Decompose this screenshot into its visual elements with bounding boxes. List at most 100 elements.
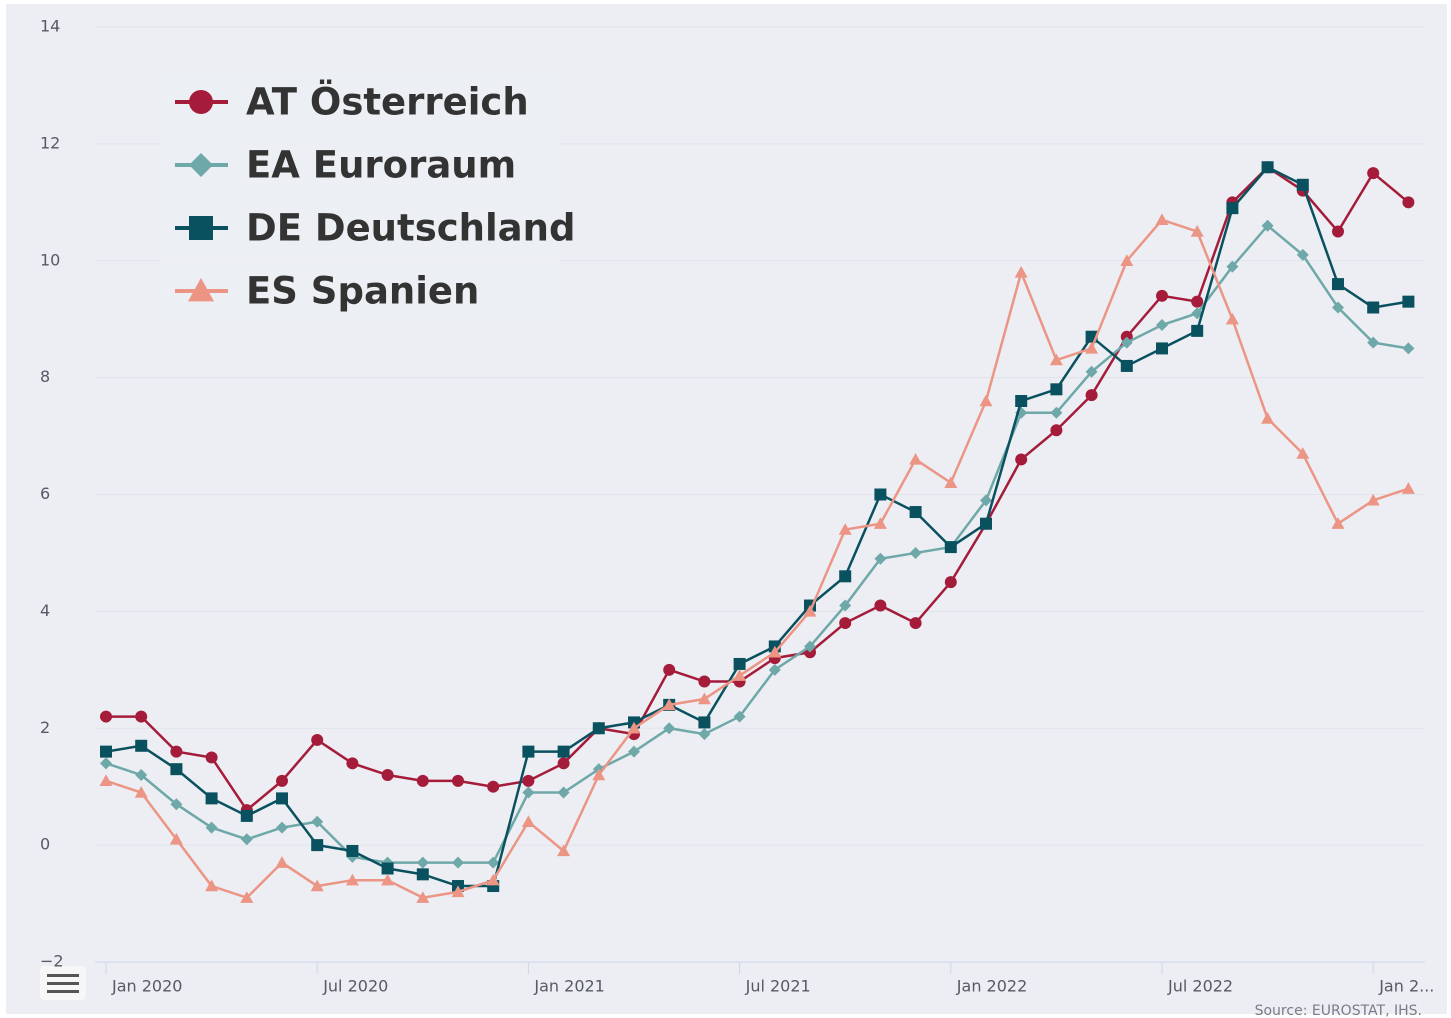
point — [592, 768, 606, 781]
point — [311, 733, 324, 746]
menu-bar — [47, 990, 79, 993]
point — [521, 815, 535, 827]
point — [1402, 295, 1415, 308]
y-tick-label: 4 — [40, 601, 50, 620]
point — [768, 663, 781, 676]
point — [1085, 341, 1099, 354]
legend-item[interactable]: EA Euroraum — [175, 144, 516, 187]
point — [240, 809, 253, 822]
point — [346, 844, 359, 857]
series — [100, 219, 1415, 869]
x-tick-label: Jan 2021 — [533, 977, 604, 996]
menu-bar — [47, 982, 79, 985]
point — [1261, 219, 1274, 232]
y-tick-label: 10 — [40, 250, 60, 269]
point — [1296, 447, 1310, 459]
point — [839, 599, 852, 612]
point — [311, 839, 324, 852]
point — [874, 552, 887, 565]
point — [1050, 406, 1063, 419]
point — [276, 792, 288, 805]
point — [416, 856, 429, 869]
point — [628, 745, 640, 758]
point — [1014, 265, 1028, 278]
legend-item[interactable]: DE Deutschland — [175, 207, 575, 250]
point — [275, 856, 289, 868]
point — [944, 541, 957, 554]
point — [698, 675, 711, 688]
point — [663, 722, 676, 735]
point — [240, 891, 254, 903]
point — [189, 90, 213, 114]
point — [1261, 412, 1275, 424]
point — [170, 763, 183, 776]
point — [557, 844, 571, 857]
point — [452, 856, 464, 869]
point — [698, 728, 711, 741]
point — [135, 739, 148, 752]
legend-item[interactable]: ES Spanien — [175, 270, 479, 313]
y-tick-label: −2 — [40, 952, 64, 971]
point — [557, 745, 570, 758]
point — [311, 815, 324, 828]
legend-label: DE Deutschland — [246, 207, 575, 250]
y-tick-label: 6 — [40, 484, 50, 503]
point — [240, 833, 253, 846]
x-tick-label: Jul 2022 — [1167, 977, 1233, 996]
series — [99, 213, 1415, 903]
legend-item[interactable]: AT Österreich — [175, 80, 529, 124]
point — [1049, 353, 1063, 366]
point — [592, 722, 605, 735]
point — [698, 716, 711, 729]
y-tick-label: 12 — [40, 133, 60, 152]
point — [169, 832, 183, 845]
point — [416, 891, 430, 903]
point — [487, 780, 500, 793]
point — [1015, 395, 1028, 407]
point — [276, 821, 288, 834]
source: Source: EUROSTAT, IHS. — [1255, 1003, 1422, 1018]
x-tick-label: Jul 2020 — [322, 977, 388, 996]
point — [1120, 254, 1134, 266]
point — [135, 769, 148, 781]
point — [1401, 482, 1415, 494]
point — [205, 792, 218, 805]
point — [980, 517, 992, 530]
point — [733, 669, 747, 681]
point — [1155, 213, 1169, 226]
point — [1085, 389, 1098, 402]
point — [627, 721, 641, 734]
legend-bg — [160, 70, 560, 320]
point — [522, 745, 535, 758]
point — [909, 452, 923, 465]
x-tick-label: Jan 2020 — [111, 977, 182, 996]
point — [1367, 301, 1380, 314]
point — [1332, 301, 1344, 314]
legend: AT Österreich EA Euroraum DE Deutschland ES… — [160, 70, 575, 320]
point — [1191, 324, 1204, 337]
y-tick-label: 8 — [40, 367, 50, 386]
point — [1366, 493, 1380, 506]
point — [1191, 295, 1204, 308]
menu-button[interactable] — [40, 966, 86, 1000]
point — [346, 757, 359, 770]
line — [105, 218, 1409, 900]
point — [733, 710, 746, 723]
legend-label: EA Euroraum — [246, 144, 516, 187]
point — [1156, 319, 1168, 332]
point — [276, 774, 288, 787]
point — [416, 868, 429, 881]
point — [1226, 260, 1239, 273]
point — [663, 663, 676, 676]
point — [1050, 383, 1063, 396]
point — [1156, 289, 1168, 302]
point — [451, 885, 465, 898]
point — [170, 745, 183, 758]
legend-label: ES Spanien — [246, 270, 479, 313]
point — [557, 786, 570, 799]
point — [1050, 424, 1063, 437]
point — [1332, 225, 1344, 238]
point — [1402, 342, 1415, 355]
